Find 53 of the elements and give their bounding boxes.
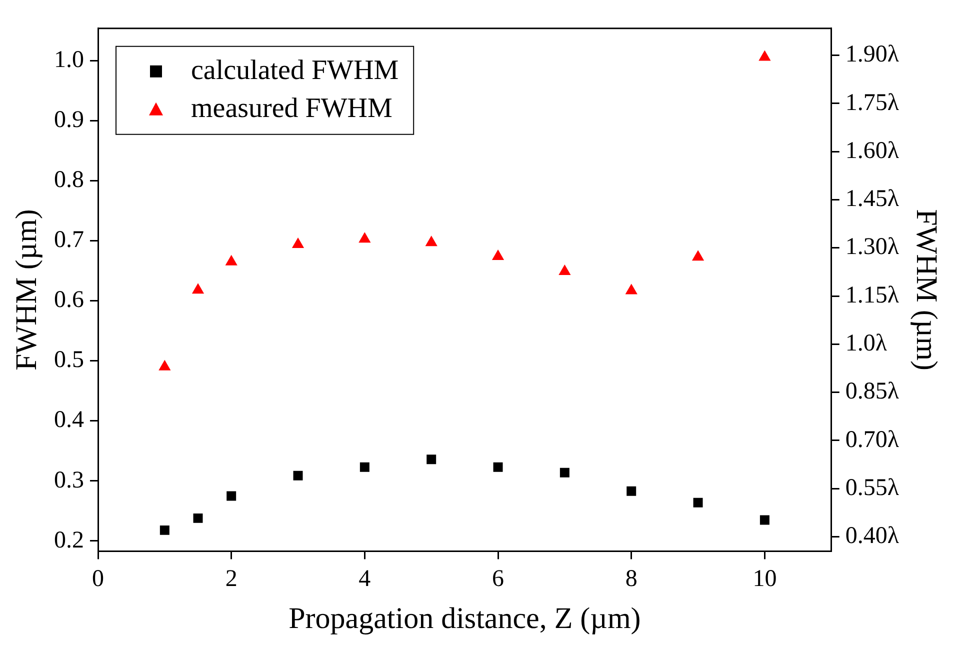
point bbox=[492, 250, 504, 260]
y2-tick-label: 0.70λ bbox=[845, 426, 900, 453]
point bbox=[760, 515, 770, 525]
y-tick-label: 1.0 bbox=[54, 47, 84, 74]
point bbox=[160, 525, 170, 535]
legend-label: calculated FWHM bbox=[191, 54, 399, 86]
point bbox=[293, 470, 303, 480]
point bbox=[193, 513, 203, 523]
y-tick-label: 0.4 bbox=[54, 407, 84, 434]
y2-axis-title: FWHM (µm) bbox=[910, 209, 944, 371]
y-tick-label: 0.5 bbox=[54, 347, 84, 374]
x-axis-title: Propagation distance, Z (µm) bbox=[288, 602, 641, 635]
point bbox=[558, 264, 570, 275]
point bbox=[360, 462, 370, 472]
x-tick-label: 6 bbox=[492, 566, 504, 592]
x-tick-label: 2 bbox=[225, 566, 238, 592]
y-axis-title: FWHM (µm) bbox=[10, 209, 43, 371]
y2-tick-label: 0.55λ bbox=[845, 474, 900, 501]
y2-tick-label: 1.90λ bbox=[845, 42, 900, 68]
point bbox=[426, 454, 436, 464]
point bbox=[358, 232, 370, 243]
point bbox=[493, 462, 503, 472]
y2-tick-label: 1.60λ bbox=[845, 138, 900, 164]
y2-tick-label: 0.40λ bbox=[845, 523, 900, 550]
y2-tick-label: 1.75λ bbox=[845, 90, 900, 116]
x-tick-label: 10 bbox=[752, 566, 777, 592]
y2-tick-label: 1.0λ bbox=[845, 330, 888, 356]
point bbox=[226, 491, 236, 501]
x-tick-label: 4 bbox=[358, 566, 371, 592]
point bbox=[292, 238, 304, 248]
y2-tick-label: 1.15λ bbox=[845, 282, 900, 308]
point bbox=[626, 486, 636, 496]
point bbox=[626, 284, 638, 294]
y-tick-label: 0.2 bbox=[54, 527, 84, 554]
y-tick-label: 0.6 bbox=[54, 287, 84, 314]
point bbox=[192, 284, 204, 294]
point bbox=[426, 236, 438, 246]
legend-label: measured FWHM bbox=[191, 92, 393, 124]
y-tick-label: 0.8 bbox=[54, 167, 84, 194]
y2-tick-label: 1.45λ bbox=[845, 186, 900, 212]
y2-tick-label: 0.85λ bbox=[845, 378, 900, 405]
y-tick-label: 0.9 bbox=[54, 107, 84, 134]
point bbox=[692, 250, 704, 261]
x-tick-label: 0 bbox=[92, 566, 104, 592]
point bbox=[560, 468, 570, 478]
y2-tick-label: 1.30λ bbox=[845, 234, 900, 260]
point bbox=[759, 50, 770, 61]
point bbox=[158, 360, 170, 370]
y-tick-label: 0.3 bbox=[54, 467, 84, 494]
point bbox=[226, 255, 238, 266]
y-tick-label: 0.7 bbox=[54, 227, 84, 254]
x-tick-label: 8 bbox=[625, 566, 638, 592]
point bbox=[693, 498, 703, 508]
